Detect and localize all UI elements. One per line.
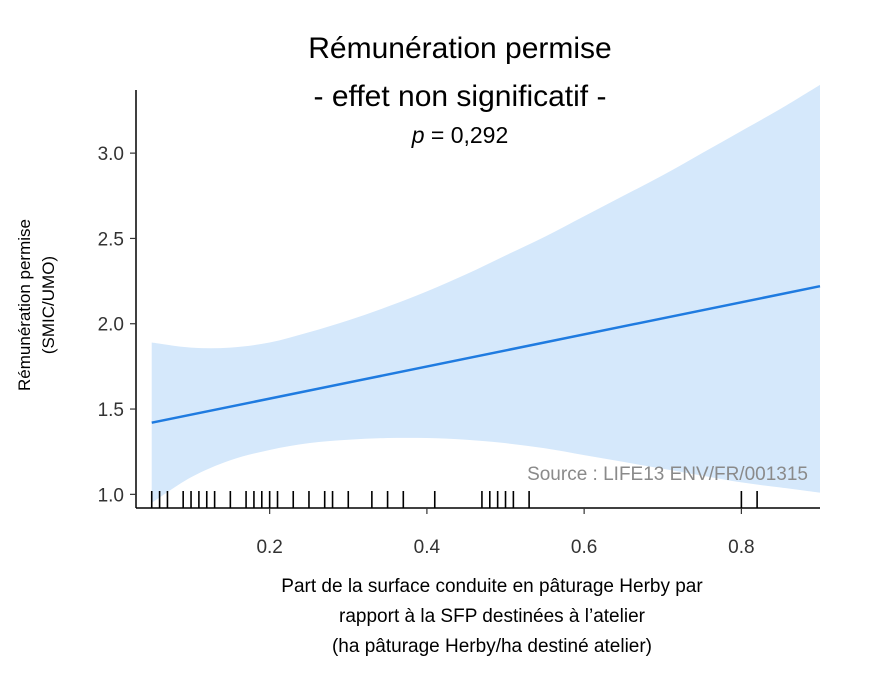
x-axis-ticks: 0.2 0.4 0.6 0.8 <box>256 508 755 558</box>
y-axis-label-line: (SMIC/UMO) <box>39 255 58 355</box>
x-axis-label-line: (ha pâturage Herby/ha destiné atelier) <box>331 636 653 657</box>
x-tick-label: 0.6 <box>571 537 597 558</box>
y-tick-label: 2.0 <box>98 315 124 336</box>
chart-subtitle: - effet non significatif - <box>313 80 607 113</box>
confidence-band <box>151 84 821 503</box>
x-tick-label: 0.8 <box>728 537 754 558</box>
y-tick-label: 1.5 <box>98 400 124 421</box>
x-axis-label-line: Part de la surface conduite en pâturage … <box>281 576 703 597</box>
y-axis-label: Rémunération permise (SMIC/UMO) <box>13 105 61 505</box>
x-tick-label: 0.2 <box>256 537 282 558</box>
p-symbol: p <box>411 122 425 148</box>
source-note: Source : LIFE13 ENV/FR/001315 <box>527 464 808 485</box>
p-value-text: = 0,292 <box>430 122 509 148</box>
y-axis-label-line: Rémunération permise <box>15 219 34 391</box>
y-tick-label: 3.0 <box>98 144 124 165</box>
trend-line <box>151 284 821 424</box>
chart-title: Rémunération permise <box>308 32 612 65</box>
y-axis-ticks: 1.0 1.5 2.0 2.5 3.0 <box>98 144 136 506</box>
rug-marks <box>150 491 758 508</box>
y-tick-label: 2.5 <box>98 229 124 250</box>
x-tick-label: 0.4 <box>414 537 441 558</box>
y-tick-label: 1.0 <box>98 485 124 506</box>
x-axis-label: Part de la surface conduite en pâturage … <box>140 572 844 662</box>
x-axis-label-line: rapport à la SFP destinées à l’atelier <box>339 606 645 627</box>
p-value-label: p = 0,292 <box>0 122 873 149</box>
